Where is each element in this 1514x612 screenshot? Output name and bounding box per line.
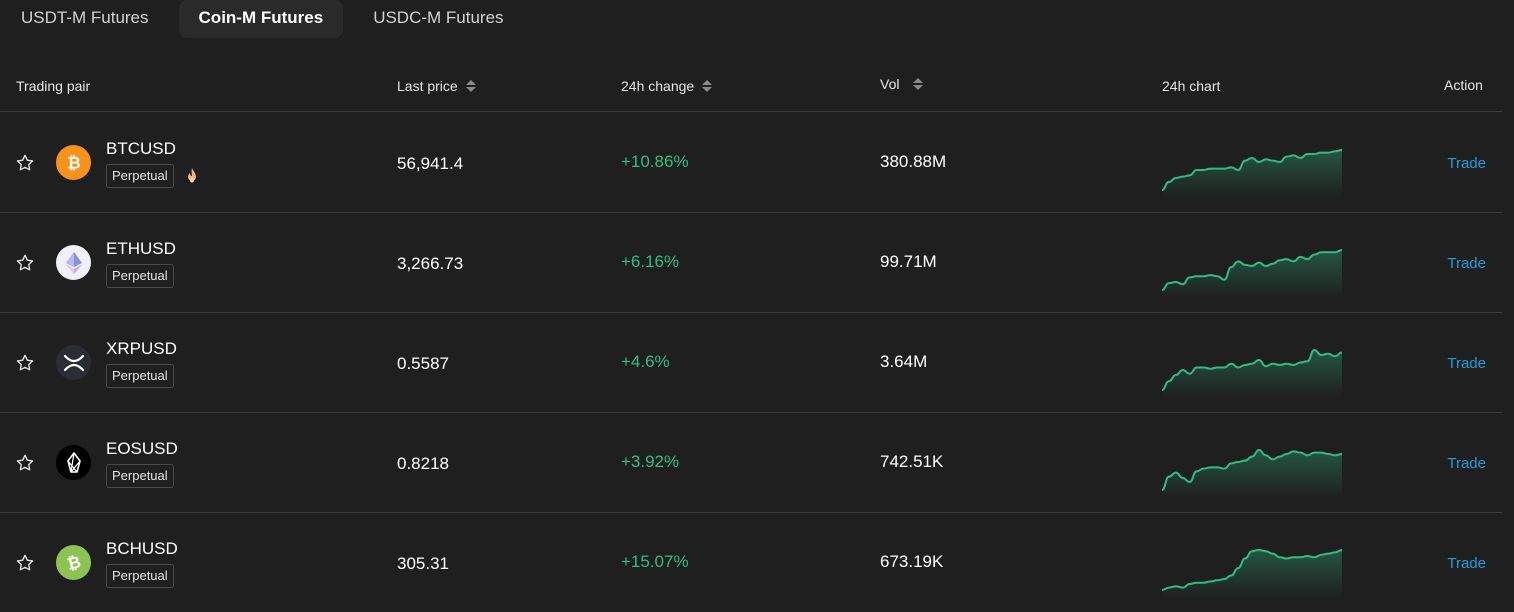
pair-symbol: EOSUSD <box>106 439 178 458</box>
header-24h-change-label: 24h change <box>621 78 695 94</box>
pair-symbol: BCHUSD <box>106 539 178 558</box>
trade-link[interactable]: Trade <box>1447 555 1486 572</box>
24h-change: +15.07% <box>621 552 689 571</box>
24h-change: +6.16% <box>621 252 680 271</box>
star-icon[interactable] <box>15 453 35 473</box>
header-action: Action <box>1444 77 1483 93</box>
trade-link[interactable]: Trade <box>1447 355 1486 372</box>
table-row[interactable]: ETHUSD Perpetual 3,266.73 +6.16% 99.71M … <box>0 213 1502 313</box>
trade-link[interactable]: Trade <box>1447 455 1486 472</box>
tab-usdt-m-futures[interactable]: USDT-M Futures <box>21 8 149 27</box>
sparkline-chart <box>1161 348 1343 398</box>
sparkline-line <box>1161 548 1343 591</box>
pair-symbol: ETHUSD <box>106 239 176 258</box>
star-icon[interactable] <box>15 153 35 173</box>
sort-icon[interactable] <box>702 80 713 92</box>
sparkline-chart <box>1161 548 1343 598</box>
table-row[interactable]: ₿ BCHUSD Perpetual 305.31 +15.07% 673.19… <box>0 513 1502 612</box>
header-trading-pair: Trading pair <box>16 78 90 94</box>
sparkline-chart <box>1161 149 1343 198</box>
sparkline-line <box>1161 149 1343 191</box>
volume: 99.71M <box>880 252 937 271</box>
tab-usdc-m-futures[interactable]: USDC-M Futures <box>373 8 504 27</box>
header-action-label: Action <box>1444 77 1483 93</box>
svg-text:₿: ₿ <box>65 552 83 574</box>
table-row[interactable]: ₿ BTCUSD Perpetual 56,941.4 +10.86% 380.… <box>0 113 1502 213</box>
perpetual-badge: Perpetual <box>106 564 174 588</box>
24h-change: +3.92% <box>621 452 680 471</box>
sparkline-area <box>1162 150 1342 198</box>
perpetual-badge: Perpetual <box>106 264 174 288</box>
table-row[interactable]: XRPUSD Perpetual 0.5587 +4.6% 3.64M Trad… <box>0 313 1502 413</box>
ethereum-icon <box>56 245 91 280</box>
header-vol[interactable]: Vol <box>880 76 924 92</box>
bitcoin-icon: ₿ <box>56 145 91 180</box>
bitcoin-cash-icon: ₿ <box>56 545 91 580</box>
sort-icon[interactable] <box>465 80 476 92</box>
sparkline-area <box>1162 250 1342 298</box>
tab-coin-m-futures[interactable]: Coin-M Futures <box>178 0 344 38</box>
star-icon[interactable] <box>15 353 35 373</box>
volume: 673.19K <box>880 552 944 571</box>
volume: 380.88M <box>880 152 947 171</box>
svg-text:₿: ₿ <box>67 153 80 172</box>
perpetual-badge: Perpetual <box>106 464 174 488</box>
last-price: 0.5587 <box>397 354 449 373</box>
last-price: 305.31 <box>397 554 449 573</box>
header-vol-label: Vol <box>880 76 900 92</box>
sparkline-area <box>1162 350 1342 398</box>
header-24h-change[interactable]: 24h change <box>621 78 713 94</box>
sort-icon[interactable] <box>913 78 924 90</box>
table-row[interactable]: EOSUSD Perpetual 0.8218 +3.92% 742.51K T… <box>0 413 1502 513</box>
market-table-body: ₿ BTCUSD Perpetual 56,941.4 +10.86% 380.… <box>0 113 1502 612</box>
sparkline-chart <box>1161 448 1343 498</box>
pair-symbol: XRPUSD <box>106 339 177 358</box>
star-icon[interactable] <box>15 253 35 273</box>
24h-change: +4.6% <box>621 352 670 371</box>
xrp-icon <box>56 345 91 380</box>
sparkline-line <box>1161 348 1343 391</box>
perpetual-badge: Perpetual <box>106 364 174 388</box>
volume: 3.64M <box>880 352 928 371</box>
last-price: 56,941.4 <box>397 154 464 173</box>
sparkline-chart <box>1161 249 1343 298</box>
header-last-price-label: Last price <box>397 78 458 94</box>
sparkline-area <box>1162 450 1342 498</box>
header-24h-chart: 24h chart <box>1162 78 1220 94</box>
trade-link[interactable]: Trade <box>1447 155 1486 172</box>
perpetual-badge: Perpetual <box>106 164 174 188</box>
pair-symbol: BTCUSD <box>106 139 176 158</box>
header-24h-chart-label: 24h chart <box>1162 78 1221 94</box>
fire-icon <box>188 168 196 183</box>
sparkline-line <box>1161 448 1343 491</box>
header-last-price[interactable]: Last price <box>397 78 476 94</box>
market-tabs: USDT-M Futures Coin-M Futures USDC-M Fut… <box>0 0 524 38</box>
sparkline-line <box>1161 249 1343 291</box>
24h-change: +10.86% <box>621 152 689 171</box>
last-price: 3,266.73 <box>397 254 464 273</box>
last-price: 0.8218 <box>397 454 449 473</box>
trade-link[interactable]: Trade <box>1447 255 1486 272</box>
sparkline-area <box>1162 550 1342 598</box>
star-icon[interactable] <box>15 553 35 573</box>
table-header: Trading pair Last price 24h change Vol 2… <box>0 62 1502 112</box>
header-trading-pair-label: Trading pair <box>16 78 91 94</box>
eos-icon <box>56 445 91 480</box>
volume: 742.51K <box>880 452 944 471</box>
